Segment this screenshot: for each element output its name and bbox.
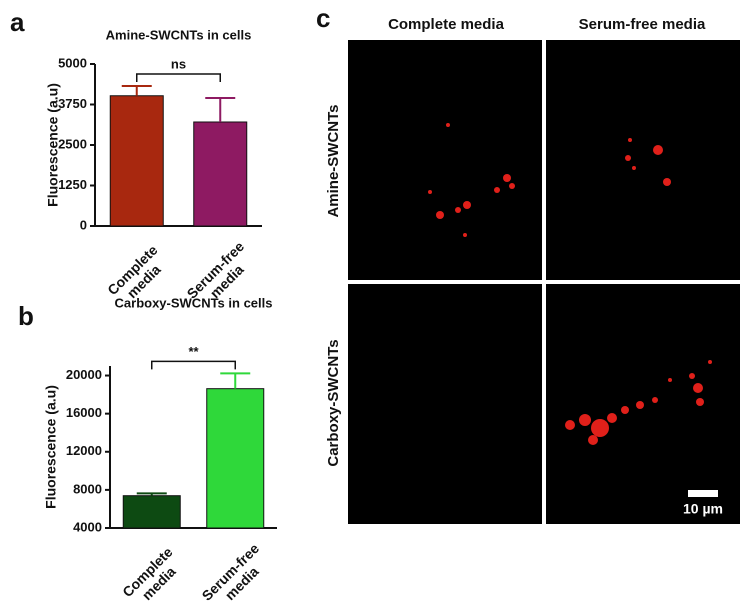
y-tick-label: 5000: [58, 55, 87, 70]
significance-bracket: [136, 73, 221, 83]
bar: [206, 388, 265, 529]
y-tick-label: 8000: [73, 481, 102, 496]
bar: [193, 121, 248, 227]
significance-bracket: [151, 360, 236, 370]
y-tick-label: 2500: [58, 136, 87, 151]
row-label: Carboxy-SWCNTs: [325, 339, 342, 466]
bar: [109, 95, 164, 227]
row-label: Amine-SWCNTs: [325, 104, 342, 217]
chart-title: Amine-SWCNTs in cells: [106, 27, 252, 42]
y-tick-label: 12000: [66, 443, 102, 458]
panel-label: b: [18, 301, 34, 331]
y-tick-label: 20000: [66, 367, 102, 382]
chart-title: Carboxy-SWCNTs in cells: [115, 295, 273, 310]
y-tick-label: 4000: [73, 519, 102, 534]
y-tick-label: 3750: [58, 96, 87, 111]
significance-label: **: [188, 344, 199, 359]
y-tick-label: 0: [80, 217, 87, 232]
scale-bar-label: 10 µm: [683, 501, 723, 517]
scale-bar: [688, 490, 718, 497]
fluorescence-spots: [428, 123, 712, 445]
column-label: Complete media: [388, 16, 505, 33]
panel-label: c: [316, 3, 330, 33]
significance-label: ns: [171, 56, 186, 71]
y-tick-label: 1250: [58, 177, 87, 192]
y-axis-label: Fluorescence (a.u): [45, 83, 61, 207]
panel-label: a: [10, 7, 25, 37]
bar: [122, 495, 181, 529]
column-label: Serum-free media: [579, 16, 706, 33]
y-tick-label: 16000: [66, 405, 102, 420]
y-axis-label: Fluorescence (a.u): [43, 385, 59, 509]
